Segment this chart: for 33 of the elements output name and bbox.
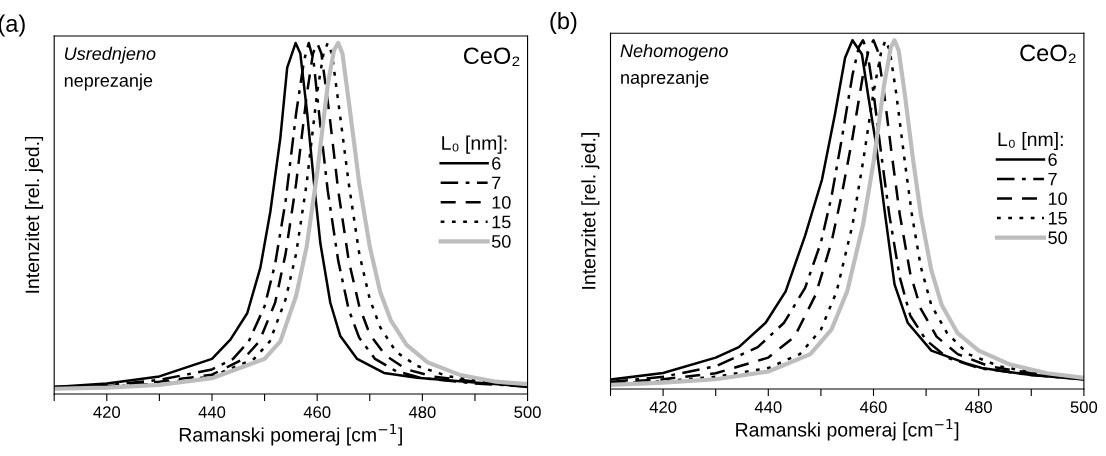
x-tick-label: 420: [649, 401, 677, 414]
legend-label: 6: [492, 156, 501, 170]
annotation: naprezanje: [621, 70, 709, 88]
y-axis-title: Intenzitet [rel. jed.]: [581, 133, 600, 289]
y-axis-title: Intenzitet [rel. jed.]: [24, 136, 44, 293]
x-tick-label: 480: [965, 401, 992, 414]
legend-label: 6: [1048, 153, 1057, 166]
legend-label: 7: [1048, 172, 1057, 186]
annotation: Nehomogeno: [620, 43, 728, 61]
legend-title: L₀ [nm]:: [442, 135, 507, 154]
legend-label: 15: [492, 215, 511, 229]
annotation: neprezanje: [64, 73, 153, 91]
x-tick-label: 500: [514, 406, 541, 419]
legend-label: 7: [492, 176, 501, 190]
x-tick-label: 420: [93, 406, 121, 419]
annotation: Usrednjeno: [65, 46, 156, 64]
legend-title: L₀ [nm]:: [998, 131, 1063, 150]
x-tick-label: 460: [303, 406, 331, 419]
annotation: CeO₂: [463, 47, 520, 66]
legend-label: 50: [1048, 231, 1067, 245]
x-tick-label: 480: [408, 406, 436, 419]
legend-label: 10: [1048, 192, 1067, 206]
legend-label: 50: [491, 235, 511, 248]
x-tick-label: 500: [1070, 401, 1098, 414]
annotation: CeO₂: [1020, 44, 1076, 64]
chart-title: (b): [550, 11, 577, 34]
x-axis-title: Ramanski pomeraj [cm$^{−1}$]: [179, 424, 402, 446]
x-tick-label: 460: [859, 401, 887, 414]
x-axis-title: Ramanski pomeraj [cm$^{−1}$]: [736, 419, 959, 441]
x-tick-label: 440: [754, 401, 782, 414]
x-tick-label: 440: [198, 406, 226, 419]
legend-label: 15: [1048, 211, 1067, 225]
legend-label: 10: [492, 196, 511, 209]
